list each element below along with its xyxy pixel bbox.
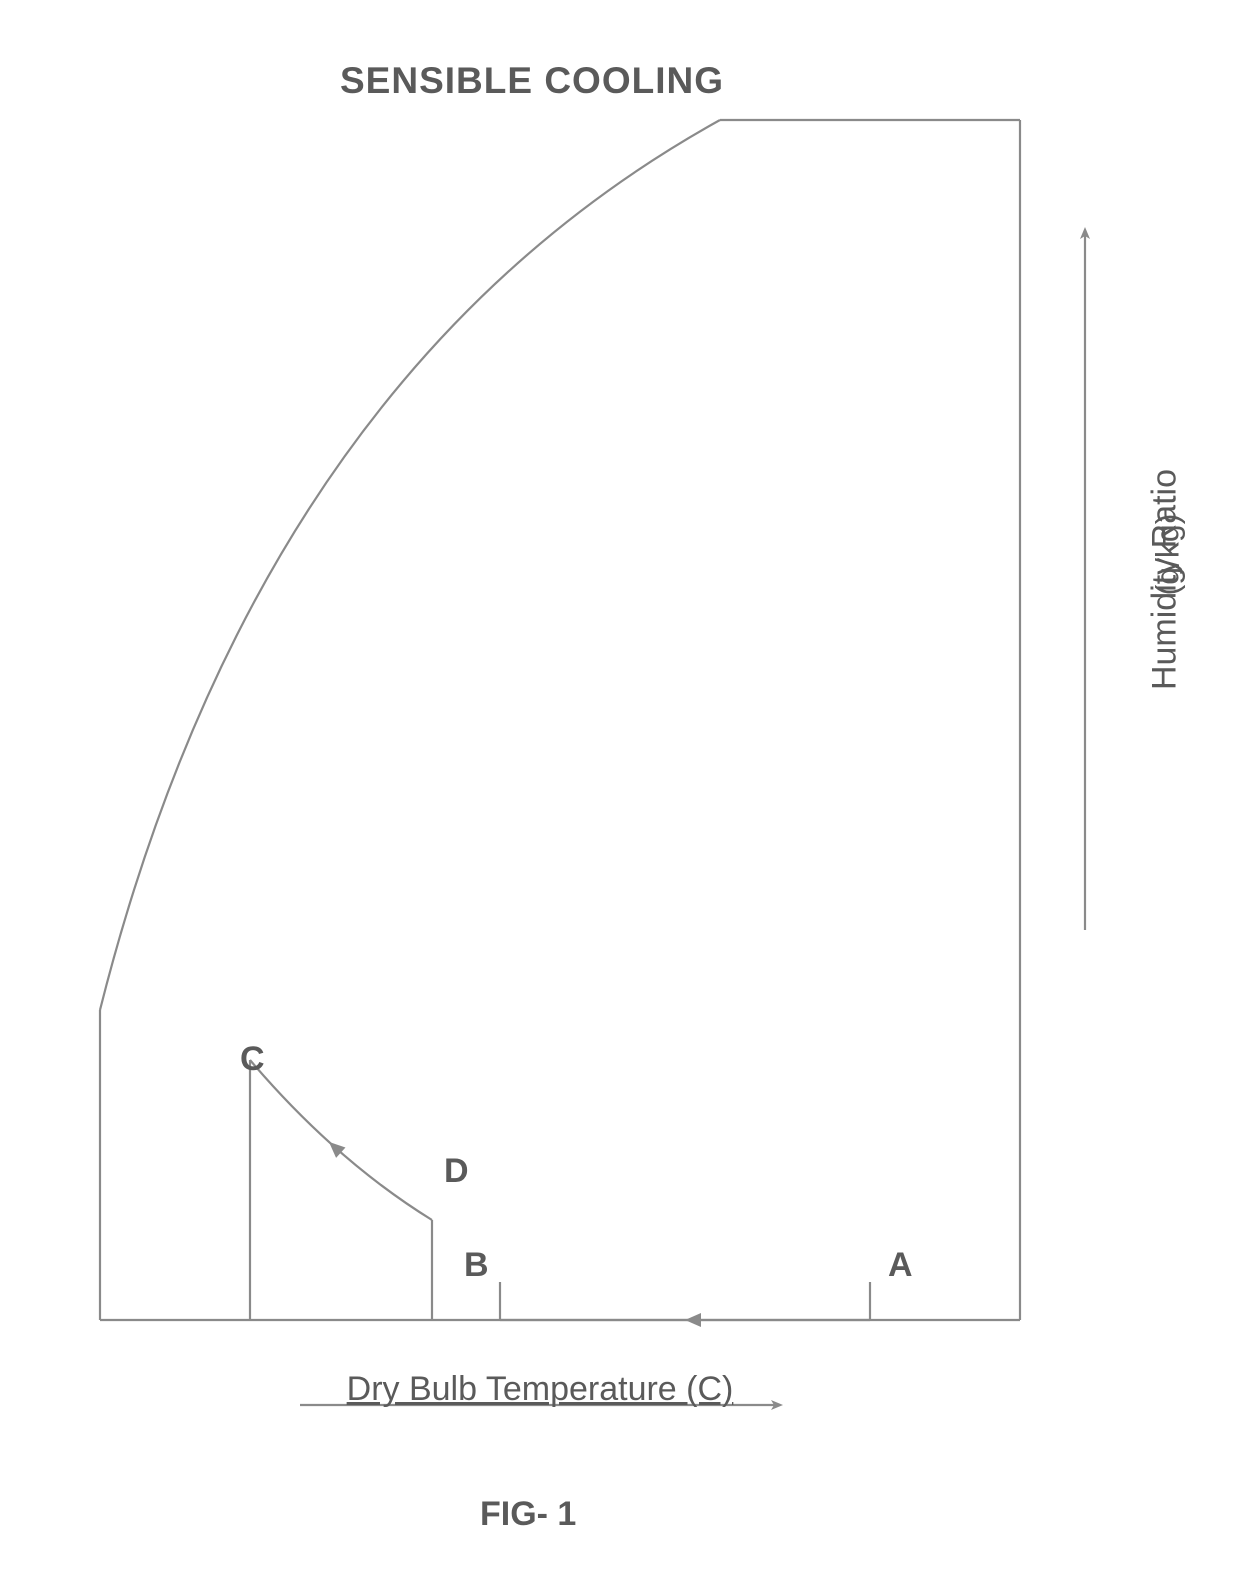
x-axis-label: Dry Bulb Temperature (C) bbox=[300, 1370, 780, 1409]
psychrometric-chart bbox=[0, 0, 1240, 1594]
figure-canvas: SENSIBLE COOLING A B C D Dry Bulb Temper… bbox=[0, 0, 1240, 1594]
point-label-a: A bbox=[888, 1246, 913, 1285]
y-axis-units: (g/kg) bbox=[1150, 475, 1187, 635]
point-label-d: D bbox=[444, 1152, 469, 1191]
figure-caption: FIG- 1 bbox=[480, 1495, 576, 1534]
point-label-c: C bbox=[240, 1040, 265, 1079]
point-label-b: B bbox=[464, 1246, 489, 1285]
